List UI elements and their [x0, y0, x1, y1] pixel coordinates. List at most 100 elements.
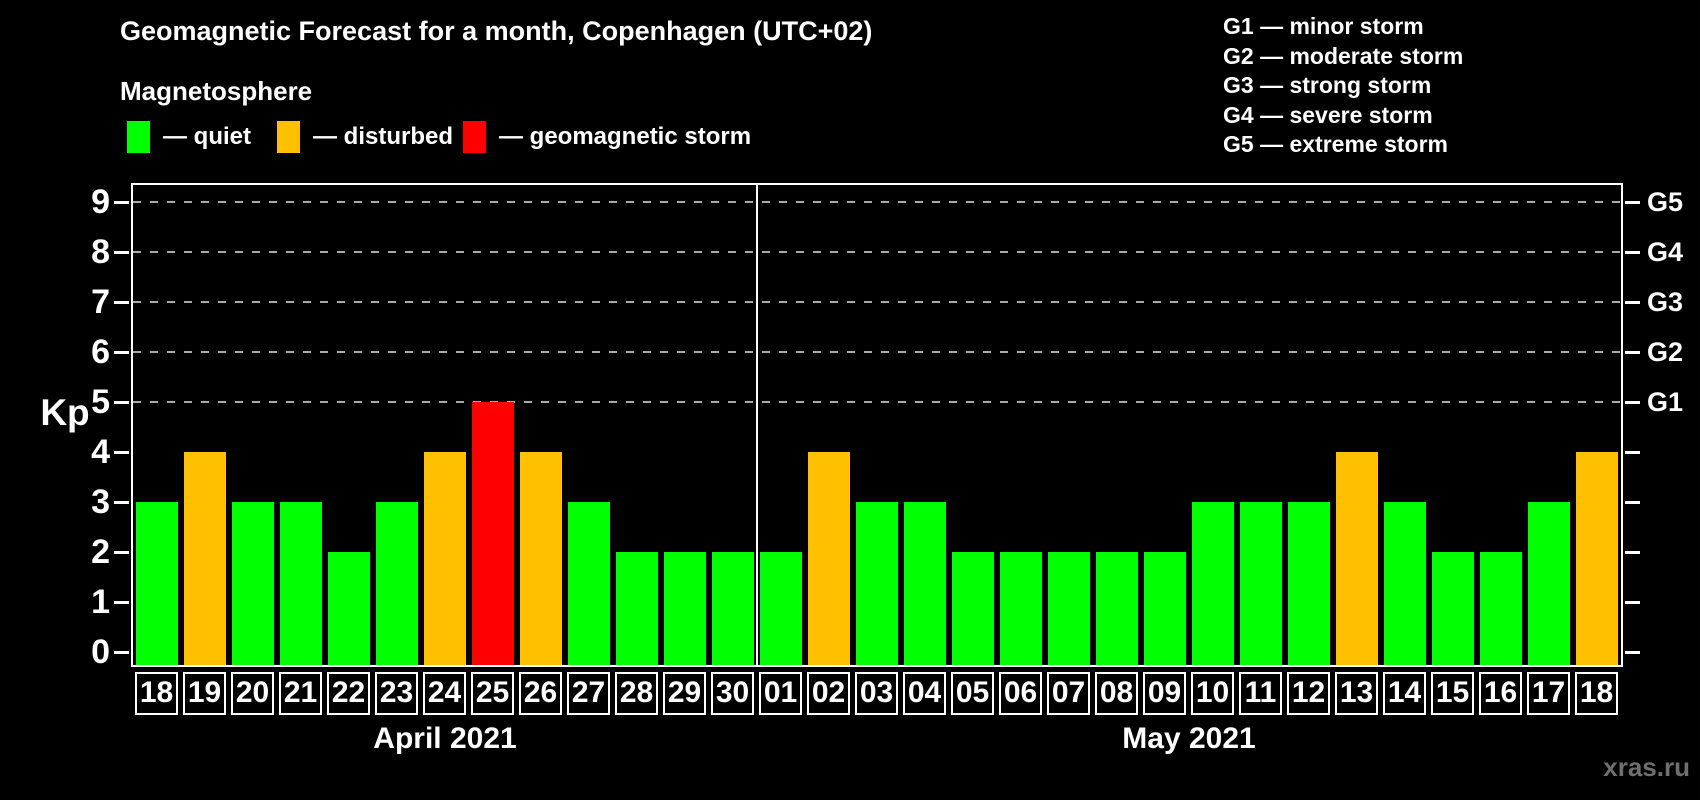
y-axis-tick	[114, 451, 129, 454]
storm-scale-legend: G1 — minor storm G2 — moderate storm G3 …	[1223, 12, 1463, 160]
storm-scale-g1: G1 — minor storm	[1223, 13, 1424, 39]
date-cell: 02	[807, 672, 850, 715]
kp-bar	[1000, 552, 1042, 665]
date-cell: 09	[1143, 672, 1186, 715]
date-cell: 28	[615, 672, 658, 715]
storm-scale-g3: G3 — strong storm	[1223, 72, 1432, 98]
g-axis-tick	[1625, 401, 1640, 404]
kp-bar	[232, 502, 274, 665]
kp-bar	[328, 552, 370, 665]
gridline-kp9	[133, 201, 1621, 203]
legend-heading: Magnetosphere	[120, 76, 313, 106]
date-cell: 04	[903, 672, 946, 715]
date-cell: 18	[1575, 672, 1618, 715]
kp-bar	[952, 552, 994, 665]
g-axis-tick	[1625, 251, 1640, 254]
date-cell: 12	[1287, 672, 1330, 715]
y-axis-tick	[114, 551, 129, 554]
kp-bar	[1240, 502, 1282, 665]
kp-bar	[1528, 502, 1570, 665]
date-cell: 23	[375, 672, 418, 715]
kp-bar	[760, 552, 802, 665]
date-cell: 01	[759, 672, 802, 715]
date-cell: 27	[567, 672, 610, 715]
gridline-kp6	[133, 351, 1621, 353]
date-cell: 20	[231, 672, 274, 715]
legend-item-disturbed: — disturbed	[277, 120, 453, 154]
kp-bar	[1192, 502, 1234, 665]
kp-bar	[568, 502, 610, 665]
y-tick-label: 3	[91, 483, 110, 521]
g-axis-tick	[1625, 551, 1640, 554]
watermark: xras.ru	[1603, 752, 1690, 782]
y-axis-tick	[114, 251, 129, 254]
g-axis-tick	[1625, 301, 1640, 304]
kp-bar	[808, 452, 850, 665]
date-cell: 30	[711, 672, 754, 715]
g-tick-label: G2	[1647, 337, 1684, 367]
date-cell: 03	[855, 672, 898, 715]
legend-label-disturbed: — disturbed	[313, 123, 454, 150]
g-axis-tick	[1625, 501, 1640, 504]
date-cell: 10	[1191, 672, 1234, 715]
kp-bar	[1480, 552, 1522, 665]
date-cell: 06	[999, 672, 1042, 715]
y-axis-tick	[114, 201, 129, 204]
storm-scale-g4: G4 — severe storm	[1223, 101, 1433, 128]
y-axis-tick	[114, 501, 129, 504]
y-tick-label: 4	[91, 433, 110, 471]
y-axis-title: Kp	[40, 392, 90, 433]
date-cell: 05	[951, 672, 994, 715]
y-tick-label: 2	[91, 533, 110, 571]
x-axis-date-row: 18 19 20 21 22 23 24 25 26 27 28 29 30 01 02 03 04 05 06 07…	[133, 672, 1621, 715]
y-axis-tick	[114, 301, 129, 304]
kp-bar	[856, 502, 898, 665]
gridline-kp5	[133, 401, 1621, 403]
date-cell: 11	[1239, 672, 1282, 715]
date-cell: 07	[1047, 672, 1090, 715]
date-cell: 29	[663, 672, 706, 715]
date-cell: 22	[327, 672, 370, 715]
y-axis-tick	[114, 401, 129, 404]
page-title: Geomagnetic Forecast for a month, Copenh…	[120, 16, 873, 46]
kp-bar	[1096, 552, 1138, 665]
kp-bar	[664, 552, 706, 665]
y-axis-tick	[114, 651, 129, 654]
y-tick-label: 7	[91, 283, 110, 321]
gridline-kp8	[133, 251, 1621, 253]
date-cell: 24	[423, 672, 466, 715]
g-axis-tick	[1625, 351, 1640, 354]
storm-swatch	[463, 121, 486, 153]
kp-bar	[616, 552, 658, 665]
y-tick-label: 1	[91, 583, 110, 621]
kp-bar	[1384, 502, 1426, 665]
april-may-separator	[756, 185, 758, 665]
legend-item-storm: — geomagnetic storm	[463, 120, 751, 154]
kp-bar	[136, 502, 178, 665]
kp-bar	[1432, 552, 1474, 665]
legend-label-storm: — geomagnetic storm	[499, 123, 752, 150]
y-axis-tick	[114, 601, 129, 604]
g-axis-tick	[1625, 601, 1640, 604]
y-tick-label: 5	[91, 383, 110, 421]
date-cell: 15	[1431, 672, 1474, 715]
y-tick-label: 0	[91, 633, 110, 671]
kp-bar	[1576, 452, 1618, 665]
kp-bar	[376, 502, 418, 665]
kp-bar	[472, 402, 514, 665]
kp-bar	[280, 502, 322, 665]
g-axis-tick	[1625, 451, 1640, 454]
month-label: May 2021	[1122, 722, 1256, 755]
kp-bar	[1048, 552, 1090, 665]
disturbed-swatch	[277, 121, 300, 153]
gridline-kp7	[133, 301, 1621, 303]
kp-bar	[1336, 452, 1378, 665]
y-tick-label: 6	[91, 333, 110, 371]
g-tick-label: G3	[1647, 287, 1684, 317]
g-tick-label: G5	[1647, 187, 1684, 217]
quiet-swatch	[127, 121, 150, 153]
legend-label-quiet: — quiet	[163, 123, 251, 150]
month-labels-row: April 2021 May 2021	[133, 722, 1621, 762]
kp-bar	[184, 452, 226, 665]
g-tick-label: G1	[1647, 387, 1684, 417]
